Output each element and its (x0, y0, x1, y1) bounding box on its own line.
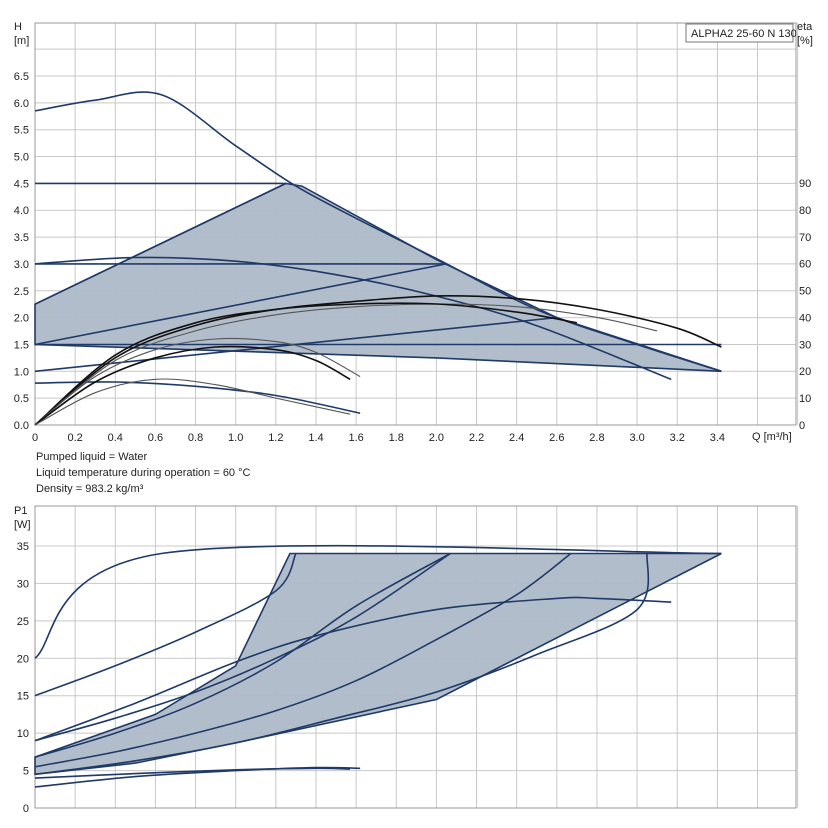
y2-tick-label: 80 (799, 205, 811, 217)
power-chart-frame (34, 505, 797, 809)
power-y-tick-label: 35 (17, 541, 29, 553)
power-curve-4 (34, 596, 672, 742)
efficiency-curve-6 (34, 378, 351, 426)
power-curve-6 (34, 552, 572, 768)
x-tick-label: 1.0 (228, 432, 243, 444)
legend-box (685, 23, 794, 43)
efficiency-curve-2 (34, 303, 658, 426)
power-y-axis-label: P1 (14, 505, 27, 517)
x-tick-label: 1.6 (348, 432, 363, 444)
head-chart-ticks: 0 0.2 0.4 0.6 0.8 1.0 1.2 1.4 1.6 1.8 2.0 2.2 2.4 2.6… (14, 71, 812, 444)
power-y-tick-label: 10 (17, 728, 29, 740)
y-tick-label: 1.5 (14, 339, 29, 351)
x-tick-label: 1.8 (389, 432, 404, 444)
head-curve-8 (34, 256, 672, 381)
power-y-axis-unit: [W] (14, 519, 31, 531)
y-tick-label: 2.0 (14, 313, 29, 325)
x-tick-label: 1.4 (308, 432, 323, 444)
head-curve-1 (34, 91, 722, 373)
efficiency-curve-5 (34, 345, 351, 426)
y2-tick-label: 40 (799, 312, 811, 324)
x-tick-label: 3.0 (629, 432, 644, 444)
power-y-tick-label: 20 (17, 653, 29, 665)
power-y-tick-label: 25 (17, 616, 29, 628)
y-tick-label: 4.0 (14, 205, 29, 217)
y-tick-label: 6.5 (14, 71, 29, 83)
power-operating-area (34, 552, 722, 776)
y2-tick-label: 10 (799, 393, 811, 405)
y-tick-label: 3.5 (14, 232, 29, 244)
power-shaded-region (34, 552, 722, 776)
y-tick-label: 1.0 (14, 366, 29, 378)
efficiency-curve-3 (34, 302, 578, 426)
power-curve-1 (34, 544, 722, 659)
y2-tick-label: 90 (799, 178, 811, 190)
power-y-tick-label: 5 (23, 766, 29, 778)
power-y-tick-label: 0 (23, 803, 29, 815)
y-tick-label: 2.5 (14, 286, 29, 298)
y-tick-label: 0.5 (14, 393, 29, 405)
y-tick-label: 5.5 (14, 125, 29, 137)
power-curve-8 (34, 766, 361, 788)
power-y-tick-label: 30 (17, 578, 29, 590)
x-tick-label: 2.4 (509, 432, 524, 444)
y-axis-unit: [m] (14, 35, 29, 47)
x-tick-label: 1.2 (268, 432, 283, 444)
x-tick-label: 0.6 (148, 432, 163, 444)
power-curves (34, 544, 722, 788)
info-density: Density = 983.2 kg/m³ (36, 483, 144, 495)
x-tick-label: 0 (32, 432, 38, 444)
x-tick-label: 0.4 (108, 432, 123, 444)
x-axis-label: Q [m³/h] (752, 431, 792, 443)
y-axis-label: H (14, 21, 22, 33)
power-curve-9 (34, 767, 351, 779)
y-tick-label: 5.0 (14, 152, 29, 164)
x-tick-label: 2.2 (469, 432, 484, 444)
power-curve-5 (34, 552, 451, 758)
x-tick-label: 3.4 (710, 432, 725, 444)
y-tick-label: 3.0 (14, 259, 29, 271)
power-y-tick-label: 15 (17, 691, 29, 703)
y2-tick-label: 20 (799, 366, 811, 378)
y2-tick-label: 0 (799, 420, 805, 432)
x-tick-label: 2.0 (429, 432, 444, 444)
power-chart-ticks: 0 5 10 15 20 25 30 35 (17, 541, 29, 815)
efficiency-curve-1 (34, 295, 722, 426)
power-curve-2 (34, 553, 297, 697)
y2-tick-label: 50 (799, 286, 811, 298)
x-tick-label: 0.2 (67, 432, 82, 444)
y-tick-label: 0.0 (14, 420, 29, 432)
x-tick-label: 3.2 (670, 432, 685, 444)
x-tick-label: 2.6 (549, 432, 564, 444)
efficiency-curve-4 (34, 337, 361, 426)
y2-tick-label: 60 (799, 259, 811, 271)
head-chart-frame (34, 22, 797, 426)
y-tick-label: 4.5 (14, 178, 29, 190)
power-curve-7 (34, 553, 650, 776)
head-curve-9 (34, 381, 361, 414)
y2-axis-unit: [%] (797, 35, 813, 47)
y2-tick-label: 70 (799, 232, 811, 244)
head-curve-3 (34, 182, 287, 305)
x-tick-label: 0.8 (188, 432, 203, 444)
head-curve-5 (34, 263, 447, 346)
y-tick-label: 6.0 (14, 98, 29, 110)
x-tick-label: 2.8 (589, 432, 604, 444)
legend-box-label: ALPHA2 25-60 N 130 (691, 28, 797, 40)
info-liquid-temperature: Liquid temperature during operation = 60… (36, 467, 251, 479)
efficiency-curves (34, 295, 722, 426)
power-curve-3 (34, 552, 451, 742)
y2-tick-label: 30 (799, 339, 811, 351)
info-pumped-liquid: Pumped liquid = Water (36, 451, 148, 463)
y2-axis-label: eta (797, 21, 813, 33)
